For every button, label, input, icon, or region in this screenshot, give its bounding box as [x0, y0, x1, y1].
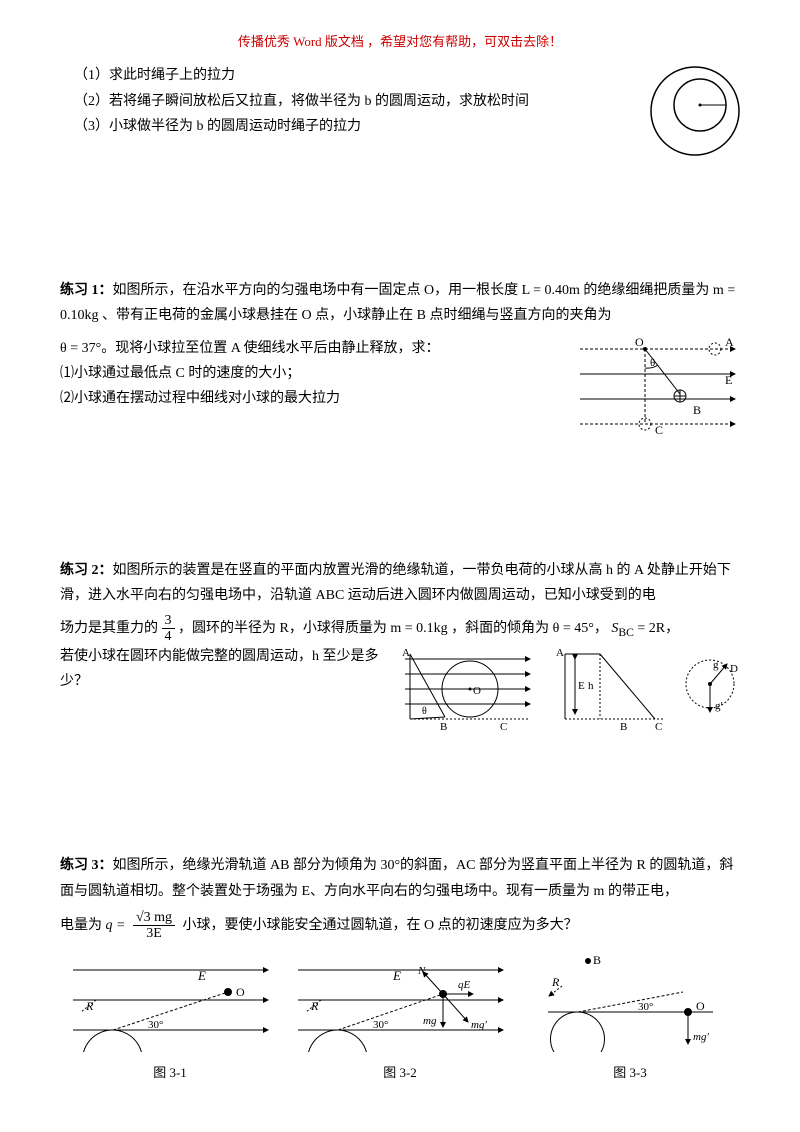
intro-q3: （3）小球做半径为 b 的圆周运动时绳子的拉力 [74, 114, 740, 139]
svg-text:C: C [655, 721, 662, 733]
ex2-title: 练习 2： [60, 563, 113, 578]
ex3-qvar: q = [106, 918, 126, 933]
ex1-q2: ⑵小球通在摆动过程中细线对小球的最大拉力 [60, 386, 580, 411]
ex3-fbot: 3E [133, 926, 175, 941]
intro-diagram [645, 63, 740, 167]
fig-3-2-label: 图 3-2 [290, 1061, 510, 1084]
ex1-t2: θ = 37°。现将小球拉至位置 A 使细线水平后由静止释放，求： [60, 336, 580, 361]
ex2-t1: 如图所示的装置是在竖直的平面内放置光滑的绝缘轨道，一带负电荷的小球从高 h 的 … [60, 563, 731, 603]
exercise-1: 练习 1：如图所示，在沿水平方向的匀强电场中有一固定点 O，用一根长度 L = … [60, 278, 740, 449]
svg-text:E: E [197, 968, 206, 983]
svg-text:D: D [730, 663, 738, 675]
ex3-t1: 如图所示，绝缘光滑轨道 AB 部分为倾角为 30°的斜面，AC 部分为竖直平面上… [60, 858, 733, 898]
ex2-diagram: A B C O θ A B C E h [400, 644, 740, 743]
svg-text:g: g [713, 659, 719, 671]
intro-q2: （2）若将绳子瞬间放松后又拉直，将做半径为 b 的圆周运动，求放松时间 [74, 89, 740, 114]
svg-text:O: O [473, 685, 481, 697]
svg-text:N: N [417, 965, 426, 977]
svg-text:A: A [725, 335, 734, 349]
svg-text:θ: θ [650, 357, 655, 369]
svg-text:E: E [725, 373, 732, 387]
ex1-diagram: O A E B C θ [575, 334, 740, 448]
fig-3-1: R E O 30° [68, 952, 273, 1052]
svg-text:mg′: mg′ [471, 1019, 487, 1031]
ex3-title: 练习 3： [60, 858, 113, 873]
svg-text:E: E [578, 680, 585, 692]
ex3-diagrams: R E O 30° 图 3-1 [60, 952, 740, 1085]
svg-text:O: O [635, 335, 644, 349]
svg-text:θ: θ [422, 706, 427, 717]
svg-text:h: h [588, 680, 594, 692]
svg-text:E: E [392, 968, 401, 983]
intro-block: （1）求此时绳子上的拉力 （2）若将绳子瞬间放松后又拉直，将做半径为 b 的圆周… [60, 63, 740, 167]
header: 传播优秀 Word 版文档 ，希望对您有帮助，可双击去除！ [60, 30, 740, 53]
svg-text:mg: mg [423, 1015, 437, 1027]
ex1-title: 练习 1： [60, 283, 113, 298]
fig-3-1-label: 图 3-1 [60, 1061, 280, 1084]
svg-text:A: A [556, 647, 564, 659]
fig-3-3-label: 图 3-3 [520, 1061, 740, 1084]
svg-text:g′: g′ [715, 700, 723, 712]
svg-text:R: R [310, 999, 319, 1013]
ex2-t2d: = 2R， [637, 621, 679, 636]
ex3-t2a: 电量为 [60, 918, 102, 933]
ex2-t2b: ，圆环的半径为 R，小球得质量为 m = 0.1kg ，斜面的倾角为 θ = 4… [178, 621, 608, 636]
ex2-t2a: 场力是其重力的 [60, 621, 158, 636]
svg-text:O: O [696, 999, 705, 1013]
exercise-3: 练习 3：如图所示，绝缘光滑轨道 AB 部分为倾角为 30°的斜面，AC 部分为… [60, 853, 740, 1084]
svg-text:C: C [655, 423, 663, 437]
svg-text:C: C [500, 721, 507, 733]
ex2-fden: 4 [162, 629, 175, 644]
exercise-2: 练习 2：如图所示的装置是在竖直的平面内放置光滑的绝缘轨道，一带负电荷的小球从高… [60, 558, 740, 743]
svg-text:30°: 30° [148, 1019, 163, 1031]
svg-text:B: B [440, 721, 447, 733]
svg-text:B: B [693, 403, 701, 417]
svg-text:R: R [85, 999, 94, 1013]
ex3-ftop: √3 mg [133, 910, 175, 926]
ex1-t1: 如图所示，在沿水平方向的匀强电场中有一固定点 O，用一根长度 L = 0.40m… [60, 283, 735, 323]
ex2-t2sub: BC [618, 625, 634, 638]
intro-q1: （1）求此时绳子上的拉力 [74, 63, 740, 88]
svg-text:B: B [593, 953, 601, 967]
fig-3-3: B R O 30° mg′ [538, 952, 723, 1052]
svg-text:A: A [402, 647, 410, 659]
ex1-q1: ⑴小球通过最低点 C 时的速度的大小； [60, 361, 580, 386]
svg-text:30°: 30° [638, 1001, 653, 1013]
svg-text:B: B [620, 721, 627, 733]
svg-text:qE: qE [458, 979, 471, 991]
ex3-t2b: 小球，要使小球能安全通过圆轨道，在 O 点的初速度应为多大？ [183, 918, 578, 933]
svg-text:mg′: mg′ [693, 1031, 709, 1043]
fig-3-2: R E N qE mg mg′ 30° [293, 952, 508, 1052]
svg-text:R: R [551, 975, 560, 989]
svg-text:30°: 30° [373, 1019, 388, 1031]
ex2-fnum: 3 [162, 613, 175, 629]
svg-text:O: O [236, 985, 245, 999]
